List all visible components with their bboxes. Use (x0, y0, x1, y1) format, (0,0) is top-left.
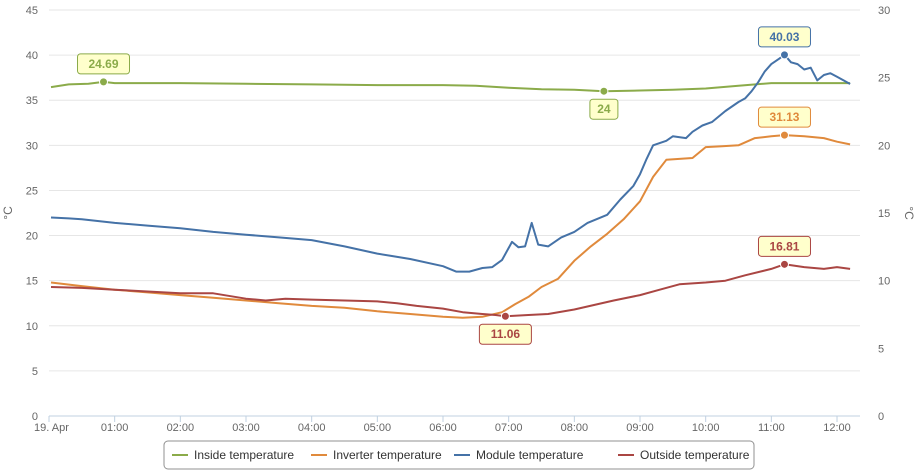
y-left-tick-label: 15 (26, 276, 38, 288)
y-left-tick-label: 40 (26, 50, 38, 62)
y-left-tick-label: 5 (32, 366, 38, 378)
legend-item-label: Inverter temperature (333, 448, 442, 462)
data-point-marker (779, 259, 789, 269)
y-right-tick-label: 10 (878, 276, 890, 288)
x-tick-label: 08:00 (561, 422, 589, 434)
series-line-inside-temperature (50, 80, 851, 93)
legend-item-label: Inside temperature (194, 448, 294, 462)
data-label-box (478, 323, 532, 345)
x-tick-label: 10:00 (692, 422, 720, 434)
y-right-unit-label: °C (902, 206, 916, 220)
y-left-tick-label: 10 (26, 321, 38, 333)
data-label-box (77, 53, 131, 75)
y-left-tick-label: 45 (26, 5, 38, 17)
data-label-box (757, 26, 811, 48)
data-label: 24 (597, 102, 611, 116)
data-point-marker (599, 86, 609, 96)
x-tick-label: 07:00 (495, 422, 523, 434)
y-left-tick-label: 25 (26, 185, 38, 197)
data-label: 40.03 (769, 30, 799, 44)
x-tick-label: 06:00 (429, 422, 457, 434)
y-right-tick-label: 25 (878, 73, 890, 85)
y-left-tick-label: 0 (32, 411, 38, 423)
y-left-tick-label: 30 (26, 140, 38, 152)
series-lines (50, 53, 851, 319)
y-right-tick-label: 30 (878, 5, 890, 17)
x-tick-label: 01:00 (101, 422, 129, 434)
data-annotations: 24.69 24 40.03 31.13 16.81 11.06 (77, 26, 811, 345)
y-right-tick-label: 0 (878, 411, 884, 423)
data-label-box (757, 106, 811, 128)
data-point-marker (779, 50, 789, 60)
y-left-tick-label: 20 (26, 231, 38, 243)
x-tick-label: 03:00 (232, 422, 260, 434)
data-label: 31.13 (769, 110, 799, 124)
data-label: 16.81 (769, 239, 799, 253)
data-label: 11.06 (491, 327, 521, 341)
legend-item-label: Module temperature (476, 448, 584, 462)
legend-item-label: Outside temperature (640, 448, 750, 462)
data-label: 24.69 (88, 57, 118, 71)
grid-lines (49, 9, 860, 417)
x-tick-label: 09:00 (626, 422, 654, 434)
x-tick-label: 05:00 (364, 422, 392, 434)
series-line-inverter-temperature (50, 134, 851, 319)
legend: Inside temperature Inverter temperature Mo… (163, 440, 755, 470)
data-label-box (589, 98, 619, 120)
y-right-tick-label: 20 (878, 140, 890, 152)
data-point-marker (779, 130, 789, 140)
x-tick-label: 11:00 (758, 422, 785, 434)
x-tick-label: 02:00 (167, 422, 195, 434)
x-tick-label: 12:00 (823, 422, 851, 434)
data-label-box (757, 235, 811, 257)
y-right-tick-label: 15 (878, 208, 890, 220)
axes: 0 5 10 15 20 25 30 35 40 45 0 5 10 15 20 25 30 °C °C 19. Ap… (1, 5, 916, 434)
data-point-marker (500, 311, 510, 321)
y-right-tick-label: 5 (878, 343, 884, 355)
series-line-outside-temperature (50, 263, 851, 318)
data-point-marker (99, 77, 109, 87)
y-left-tick-label: 35 (26, 95, 38, 107)
x-tick-label: 04:00 (298, 422, 326, 434)
x-tick-label: 19. Apr (34, 422, 69, 434)
y-left-unit-label: °C (1, 206, 15, 220)
